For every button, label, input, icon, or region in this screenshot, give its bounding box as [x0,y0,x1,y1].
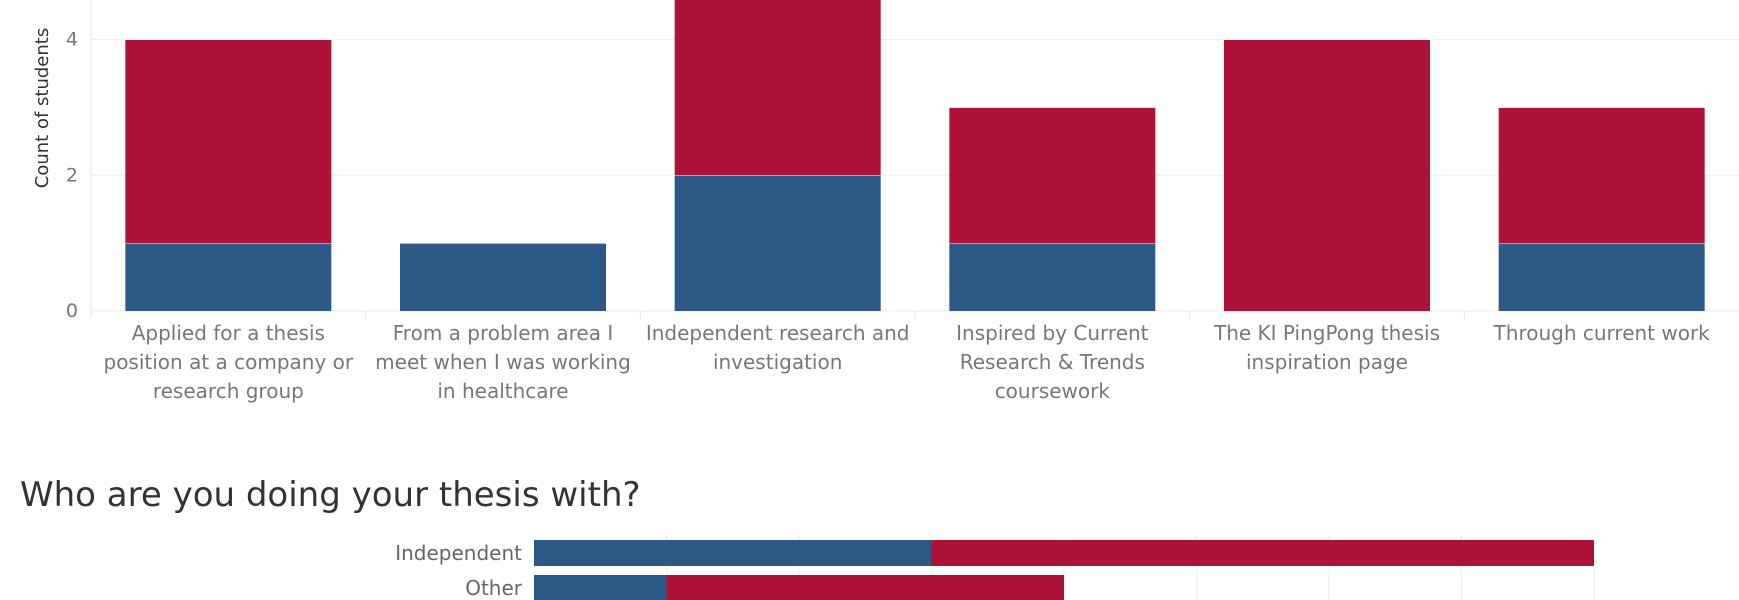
category-label: coursework [995,379,1111,403]
bar-segment[interactable] [1224,39,1430,311]
category-label: Through current work [1493,321,1711,345]
category-label: meet when I was working [375,350,631,374]
row-labels: Independent Other [395,541,523,600]
y-tick-label: 0 [66,300,78,322]
y-gridlines [90,0,1739,319]
category-label: position at a company or [104,350,354,374]
thesis-partner-bar-chart: Independent Other [395,535,1595,600]
y-tick-label: 4 [66,29,78,51]
bar-segment[interactable] [534,575,667,600]
row-label: Other [465,576,523,600]
y-tick-label: 2 [66,164,78,186]
category-label: investigation [713,350,842,374]
row-label: Independent [395,541,522,565]
y-tick-labels: 0 2 4 [66,29,78,322]
category-label: inspiration page [1246,350,1408,374]
category-label: Applied for a thesis [132,321,325,345]
bar-segment[interactable] [400,243,606,311]
bar-segment[interactable] [931,540,1595,566]
student-count-bar-chart: 0 2 4 Applied for a thesis position at a co… [32,0,1739,403]
bar-segment[interactable] [666,575,1065,600]
bar-segment[interactable] [674,175,881,311]
bar-segment[interactable] [1498,243,1705,311]
bar-segment[interactable] [1498,107,1705,244]
bar-segment[interactable] [674,0,881,176]
y-axis-title: Count of students [32,28,53,188]
category-label: in healthcare [437,379,568,403]
category-label: From a problem area I [393,321,614,345]
bar-segment[interactable] [125,243,332,311]
category-label: Research & Trends [960,350,1145,374]
bar-segment[interactable] [534,540,932,566]
category-label: The KI PingPong thesis [1213,321,1440,345]
bars [125,0,1705,311]
bar-segment[interactable] [949,243,1156,311]
category-label: research group [153,379,304,403]
x-category-labels: Applied for a thesis position at a compan… [104,321,1711,403]
bars [534,540,1594,600]
category-label: Independent research and [646,321,910,345]
section-title: Who are you doing your thesis with? [20,475,641,515]
bar-segment[interactable] [949,107,1156,244]
bar-segment[interactable] [125,39,332,244]
category-label: Inspired by Current [956,321,1149,345]
